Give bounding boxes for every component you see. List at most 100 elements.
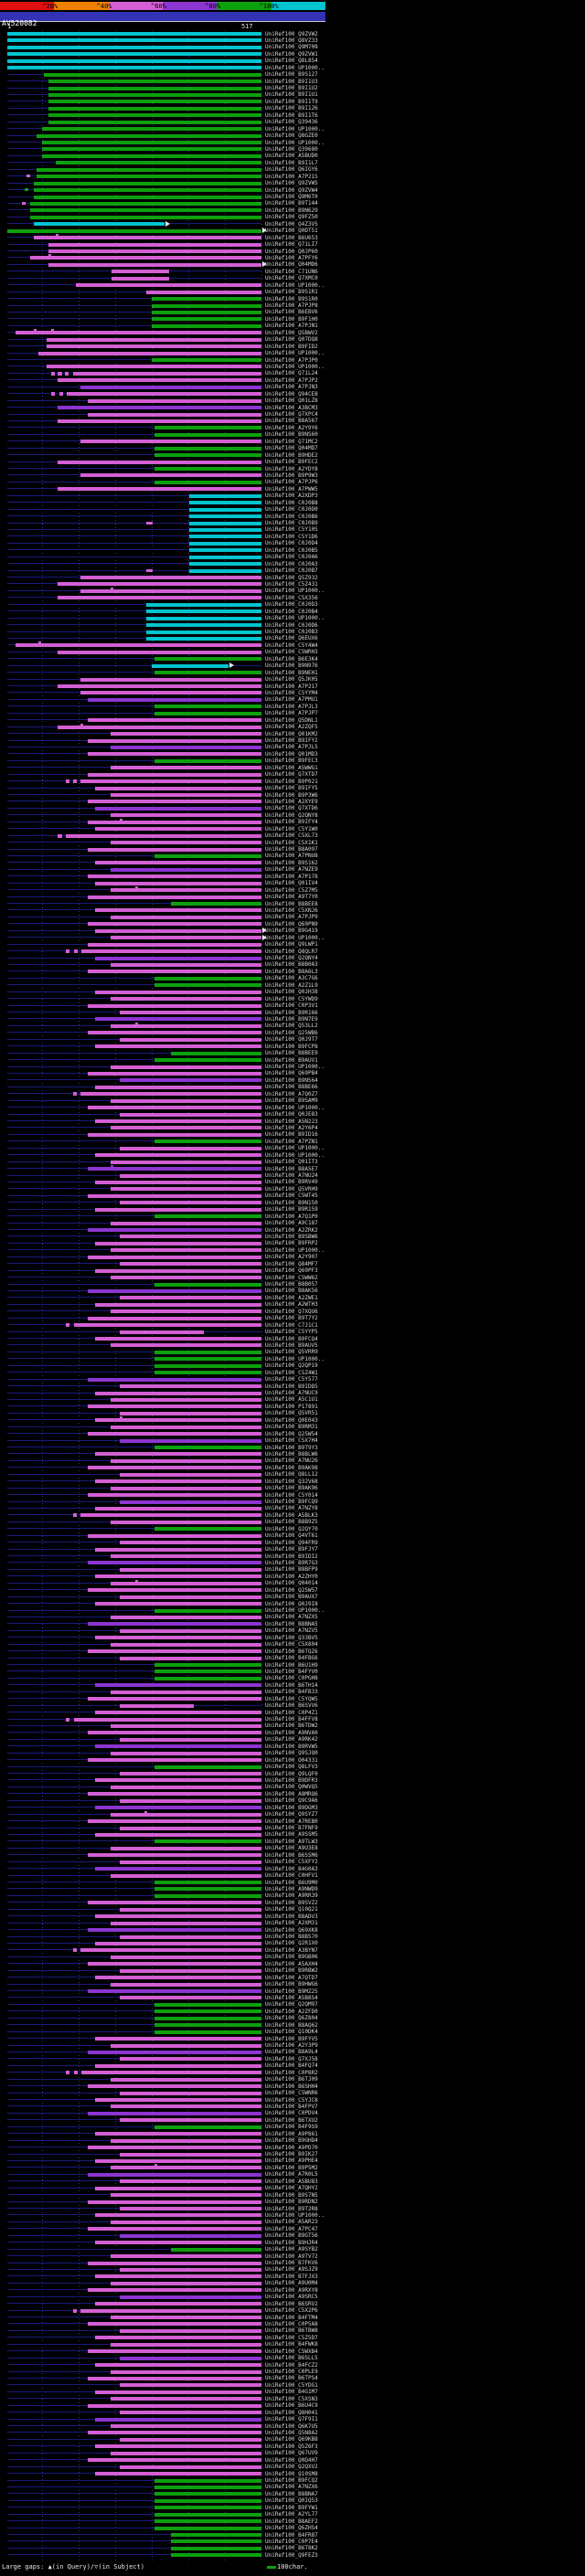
alignment-bar[interactable] <box>37 351 261 355</box>
alignment-bar[interactable] <box>87 718 261 723</box>
alignment-bar[interactable] <box>110 1955 261 1959</box>
alignment-bar[interactable] <box>154 1363 261 1368</box>
alignment-bar[interactable] <box>56 161 261 165</box>
alignment-bar[interactable] <box>36 167 261 172</box>
hit-label[interactable]: UniRef100_B8B570 <box>265 1934 318 1940</box>
hit-label[interactable]: UniRef100_A7P178 <box>265 873 318 880</box>
hit-label[interactable]: UniRef100_B9FCQ2 <box>265 2477 318 2484</box>
alignment-bar[interactable] <box>87 820 261 824</box>
hit-label[interactable]: UniRef100_C5XSN3 <box>265 2395 318 2402</box>
hit-label[interactable]: UniRef100_B6TDW2 <box>265 1723 318 1730</box>
hit-label[interactable]: UniRef100_A7Q0Z7 <box>265 1090 318 1097</box>
hit-label[interactable]: UniRef100_A7PJP8 <box>265 302 318 309</box>
hit-label[interactable]: UniRef100_B6SRV2 <box>265 2300 318 2307</box>
hit-label[interactable]: UniRef100_A7R0L5 <box>265 2171 318 2178</box>
alignment-bar[interactable] <box>120 1472 261 1477</box>
alignment-bar[interactable] <box>36 175 261 179</box>
alignment-bar[interactable] <box>66 779 70 784</box>
alignment-bar[interactable] <box>189 507 261 512</box>
alignment-bar[interactable] <box>66 949 70 954</box>
hit-label[interactable]: UniRef100_Q9ZVW2 <box>265 30 318 37</box>
alignment-bar[interactable] <box>58 684 261 688</box>
hit-label[interactable]: UniRef100_Q53LL2 <box>265 1023 318 1030</box>
alignment-bar[interactable] <box>111 270 170 274</box>
hit-label[interactable]: UniRef100_Q7XTD7 <box>265 771 318 779</box>
alignment-bar[interactable] <box>154 671 261 675</box>
alignment-bar[interactable] <box>48 106 261 111</box>
hit-label[interactable]: UniRef100_Q10Q21 <box>265 1906 318 1913</box>
hit-label[interactable]: UniRef100_C0PDV4 <box>265 2110 318 2117</box>
alignment-bar[interactable] <box>87 1731 261 1735</box>
alignment-bar[interactable] <box>120 2152 261 2157</box>
hit-label[interactable]: UniRef100_A9SJZ9 <box>265 2266 318 2274</box>
hit-label[interactable]: UniRef100_C0P7E4 <box>265 2538 318 2545</box>
hit-label[interactable]: UniRef100_Q8LL12 <box>265 1471 318 1479</box>
hit-label[interactable]: UniRef100_A2ZFD0 <box>265 2008 318 2015</box>
hit-label[interactable]: UniRef100_B9GT56 <box>265 2232 318 2240</box>
hit-label[interactable]: UniRef100_Q5Z6F3 <box>265 2443 318 2450</box>
hit-label[interactable]: UniRef100_B8BFP9 <box>265 1566 318 1574</box>
hit-label[interactable]: UniRef100_A7NU26 <box>265 1458 318 1465</box>
alignment-bar[interactable] <box>95 1602 261 1606</box>
hit-label[interactable]: UniRef100_B4FFV8 <box>265 1716 318 1723</box>
alignment-bar[interactable] <box>110 2451 261 2455</box>
alignment-bar[interactable] <box>120 1296 261 1300</box>
alignment-bar[interactable] <box>154 1881 261 1884</box>
alignment-bar[interactable] <box>110 2254 261 2259</box>
hit-label[interactable]: UniRef100_C5XL73 <box>265 832 318 840</box>
hit-label[interactable]: UniRef100_A5BLK3 <box>265 1511 318 1519</box>
alignment-bar[interactable] <box>87 922 261 927</box>
hit-label[interactable]: UniRef100_B9I1U2 <box>265 85 318 91</box>
hit-label[interactable]: UniRef100_B9IK27 <box>265 2151 318 2157</box>
hit-label[interactable]: UniRef100_B8A9L4 <box>265 2049 318 2056</box>
alignment-bar[interactable] <box>110 1690 261 1694</box>
hit-label[interactable]: UniRef100_C5Y577 <box>265 1376 318 1383</box>
alignment-bar[interactable] <box>95 1683 261 1688</box>
alignment-bar[interactable] <box>120 1798 261 1803</box>
hit-label[interactable]: UniRef100_Q2QNY8 <box>265 811 318 819</box>
alignment-bar[interactable] <box>154 976 261 981</box>
hit-label[interactable]: UniRef100_O04331 <box>265 1756 318 1764</box>
hit-label[interactable]: UniRef100_C5YYP5 <box>265 1329 318 1336</box>
hit-label[interactable]: UniRef100_B9AUX7 <box>265 1594 318 1601</box>
hit-label[interactable]: UniRef100_B4FB33 <box>265 1689 318 1696</box>
alignment-bar[interactable] <box>95 2158 261 2163</box>
alignment-bar[interactable] <box>154 1676 261 1680</box>
alignment-bar[interactable] <box>87 800 261 804</box>
hit-label[interactable]: UniRef100_B8BE66 <box>265 1084 318 1091</box>
hit-label[interactable]: UniRef100_A7Q1P0 <box>265 1213 318 1220</box>
hit-label[interactable]: UniRef100_A2YDY8 <box>265 465 318 472</box>
alignment-bar[interactable] <box>120 1235 261 1239</box>
alignment-bar[interactable] <box>44 72 261 77</box>
hit-label[interactable]: UniRef100_A9U0M4 <box>265 2280 318 2287</box>
hit-label[interactable]: UniRef100_Q67UV9 <box>265 2450 318 2457</box>
alignment-bar[interactable] <box>95 1976 261 1980</box>
hit-label[interactable]: UniRef100_B6U1H9 <box>265 1661 318 1669</box>
hit-label[interactable]: UniRef100_B8A5E7 <box>265 1165 318 1172</box>
alignment-bar[interactable] <box>120 2356 261 2360</box>
alignment-bar[interactable] <box>154 2125 261 2129</box>
hit-label[interactable]: UniRef100_B9T144 <box>265 200 318 207</box>
hit-label[interactable]: UniRef100_C0J0B4 <box>265 608 318 615</box>
hit-label[interactable]: UniRef100_Q69KB8 <box>265 2436 318 2443</box>
alignment-bar[interactable] <box>154 1140 261 1144</box>
alignment-bar[interactable] <box>154 432 261 437</box>
alignment-bar[interactable] <box>95 1153 261 1158</box>
alignment-bar[interactable] <box>120 1384 261 1389</box>
hit-label[interactable]: UniRef100_C5WNR6 <box>265 2090 318 2097</box>
hit-label[interactable]: UniRef100_B9S7N5 <box>265 2191 318 2199</box>
hit-label[interactable]: UniRef100_A9TLW3 <box>265 1838 318 1845</box>
alignment-bar[interactable] <box>110 2138 261 2143</box>
alignment-bar[interactable] <box>110 1520 261 1524</box>
alignment-bar[interactable] <box>95 1418 261 1423</box>
alignment-bar[interactable] <box>120 2267 261 2272</box>
hit-label[interactable]: UniRef100_A7PJP2 <box>265 376 318 384</box>
alignment-bar[interactable] <box>95 1119 261 1123</box>
alignment-bar[interactable] <box>110 962 261 967</box>
hit-label[interactable]: UniRef100_B9AK98 <box>265 1464 318 1471</box>
hit-label[interactable]: UniRef100_B4FR87 <box>265 2531 318 2539</box>
hit-label[interactable]: UniRef100_B9RBW2 <box>265 1967 318 1975</box>
alignment-bar[interactable] <box>120 1628 261 1633</box>
alignment-bar[interactable] <box>146 602 261 607</box>
alignment-bar[interactable] <box>95 956 261 960</box>
